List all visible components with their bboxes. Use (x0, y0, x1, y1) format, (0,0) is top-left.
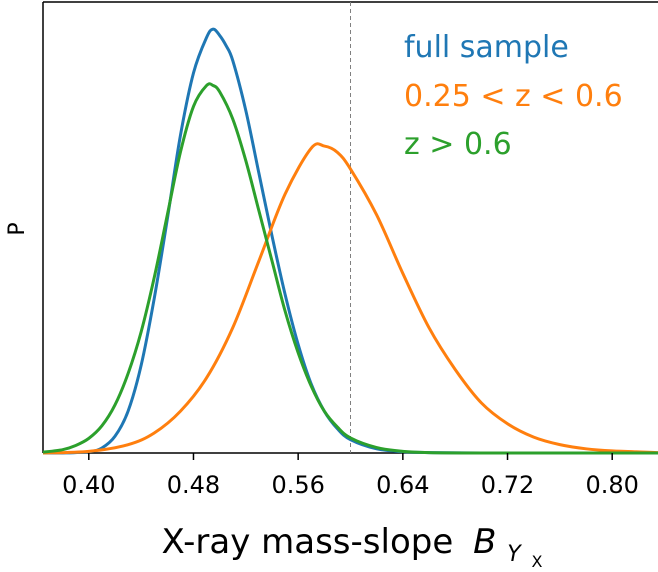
legend-entry-full-sample: full sample (404, 30, 569, 65)
x-tick-label: 0.72 (481, 471, 534, 499)
x-axis-label: X-ray mass-slope B Y X (162, 522, 543, 571)
y-axis-label: P (5, 222, 30, 235)
legend: full sample 0.25 < z < 0.6 z > 0.6 (404, 30, 623, 162)
x-axis-label-subscript: Y (507, 542, 522, 567)
x-tick-label: 0.56 (271, 471, 324, 499)
legend-entry-mid-z: 0.25 < z < 0.6 (404, 79, 623, 114)
x-tick-label: 0.80 (585, 471, 638, 499)
series-group (42, 27, 658, 455)
x-tick-label: 0.64 (376, 471, 429, 499)
x-axis-label-text: X-ray mass-slope (162, 522, 454, 562)
x-tick-label: 0.40 (62, 471, 115, 499)
series-line-0-25-z-0-6 (42, 142, 658, 455)
x-tick-label: 0.48 (167, 471, 220, 499)
series-line-z-0-6 (42, 82, 658, 455)
x-axis-label-subsubscript: X (531, 552, 542, 571)
legend-entry-high-z: z > 0.6 (404, 127, 512, 162)
x-axis-label-symbol: B (473, 522, 496, 562)
x-ticks-group: 0.40 0.48 0.56 0.64 0.72 0.80 (62, 453, 639, 499)
